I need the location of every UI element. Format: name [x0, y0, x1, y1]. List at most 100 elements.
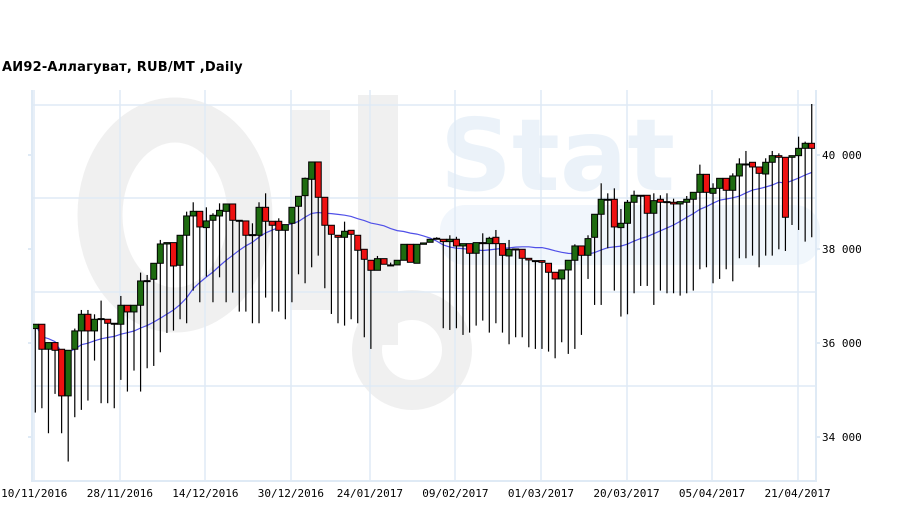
- x-tick-label: 28/11/2016: [87, 487, 153, 500]
- candle: [426, 238, 434, 243]
- candle-body: [624, 201, 631, 224]
- candle-body: [670, 201, 678, 205]
- candle-body: [91, 318, 99, 332]
- candle-body: [781, 156, 789, 218]
- candle: [242, 220, 250, 312]
- candle-body: [354, 234, 362, 251]
- candle-body: [610, 198, 618, 228]
- candle-body: [531, 260, 539, 263]
- candle: [749, 161, 757, 256]
- candle: [321, 196, 329, 289]
- candle: [360, 248, 368, 338]
- candle: [373, 255, 381, 271]
- candle: [209, 213, 217, 303]
- candle: [597, 183, 605, 305]
- candle-body: [591, 213, 599, 238]
- y-tick-label: 36 000: [822, 337, 862, 350]
- candle-body: [808, 142, 816, 149]
- candle: [617, 208, 625, 317]
- candle: [656, 195, 664, 291]
- candle: [762, 158, 770, 256]
- candle-body: [150, 262, 158, 280]
- candle: [163, 242, 171, 333]
- candle: [479, 233, 487, 321]
- candle: [729, 173, 737, 282]
- x-tick-label: 01/03/2017: [508, 487, 574, 500]
- candle: [235, 219, 243, 312]
- candle: [380, 258, 388, 265]
- candle-body: [525, 257, 533, 261]
- candle: [643, 194, 651, 286]
- candle: [452, 236, 460, 329]
- candle: [670, 198, 678, 294]
- candle: [393, 259, 401, 266]
- candle-body: [51, 342, 59, 351]
- candle: [472, 242, 480, 326]
- candle-body: [130, 304, 138, 313]
- candle-body: [564, 259, 572, 271]
- candle-body: [288, 206, 296, 224]
- candle: [788, 155, 796, 225]
- candle-body: [492, 236, 500, 245]
- candle-body: [558, 269, 566, 280]
- candle: [137, 272, 145, 392]
- candle: [77, 309, 85, 410]
- candle: [696, 164, 704, 270]
- candle-body: [44, 342, 52, 350]
- candle-body: [77, 313, 85, 332]
- candle-body: [775, 155, 783, 158]
- candle: [216, 203, 224, 278]
- candle-body: [801, 142, 809, 149]
- candle-body: [110, 322, 118, 325]
- candle-body: [169, 242, 177, 267]
- chart-title: АИ92-Аллагуват, RUB/MT ,Daily: [2, 60, 243, 75]
- candle-body: [163, 242, 171, 245]
- candle-body: [176, 234, 184, 266]
- candle: [31, 323, 39, 413]
- x-tick-label: 24/01/2017: [337, 487, 403, 500]
- candle: [341, 221, 349, 326]
- moving-average-line: [34, 171, 812, 354]
- candle-body: [334, 234, 342, 238]
- candle-body: [235, 219, 243, 222]
- candle-body: [426, 238, 434, 243]
- candle: [334, 234, 342, 324]
- candle-body: [327, 224, 335, 235]
- candle: [459, 243, 467, 335]
- candle: [143, 274, 151, 369]
- candle: [492, 229, 500, 324]
- candle: [354, 234, 362, 324]
- candle-body: [84, 313, 92, 332]
- candle-body: [768, 155, 776, 163]
- candle: [433, 237, 441, 240]
- candle: [189, 202, 197, 291]
- candle: [624, 199, 631, 315]
- candle-body: [518, 248, 526, 259]
- candle: [301, 177, 309, 284]
- candle: [347, 229, 355, 320]
- candle: [413, 243, 421, 264]
- candle: [735, 158, 743, 259]
- candle: [44, 342, 52, 434]
- candle: [768, 150, 776, 256]
- candle-body: [604, 198, 612, 201]
- candle: [367, 259, 375, 349]
- moving-average-polyline: [34, 171, 812, 354]
- candle-body: [295, 195, 302, 207]
- candle-body: [308, 161, 316, 180]
- candle: [130, 304, 138, 371]
- candle: [104, 318, 112, 404]
- candle-body: [466, 243, 474, 254]
- candle: [308, 161, 316, 268]
- candle: [150, 262, 158, 366]
- candle-body: [380, 258, 388, 265]
- candle-body: [321, 196, 329, 226]
- x-tick-label: 10/11/2016: [1, 487, 67, 500]
- candle: [288, 206, 296, 303]
- candle-body: [387, 264, 395, 267]
- candle-body: [716, 177, 724, 189]
- candle-body: [742, 163, 750, 166]
- candle-body: [242, 220, 250, 236]
- candle-body: [373, 258, 381, 271]
- candle-body: [795, 147, 803, 157]
